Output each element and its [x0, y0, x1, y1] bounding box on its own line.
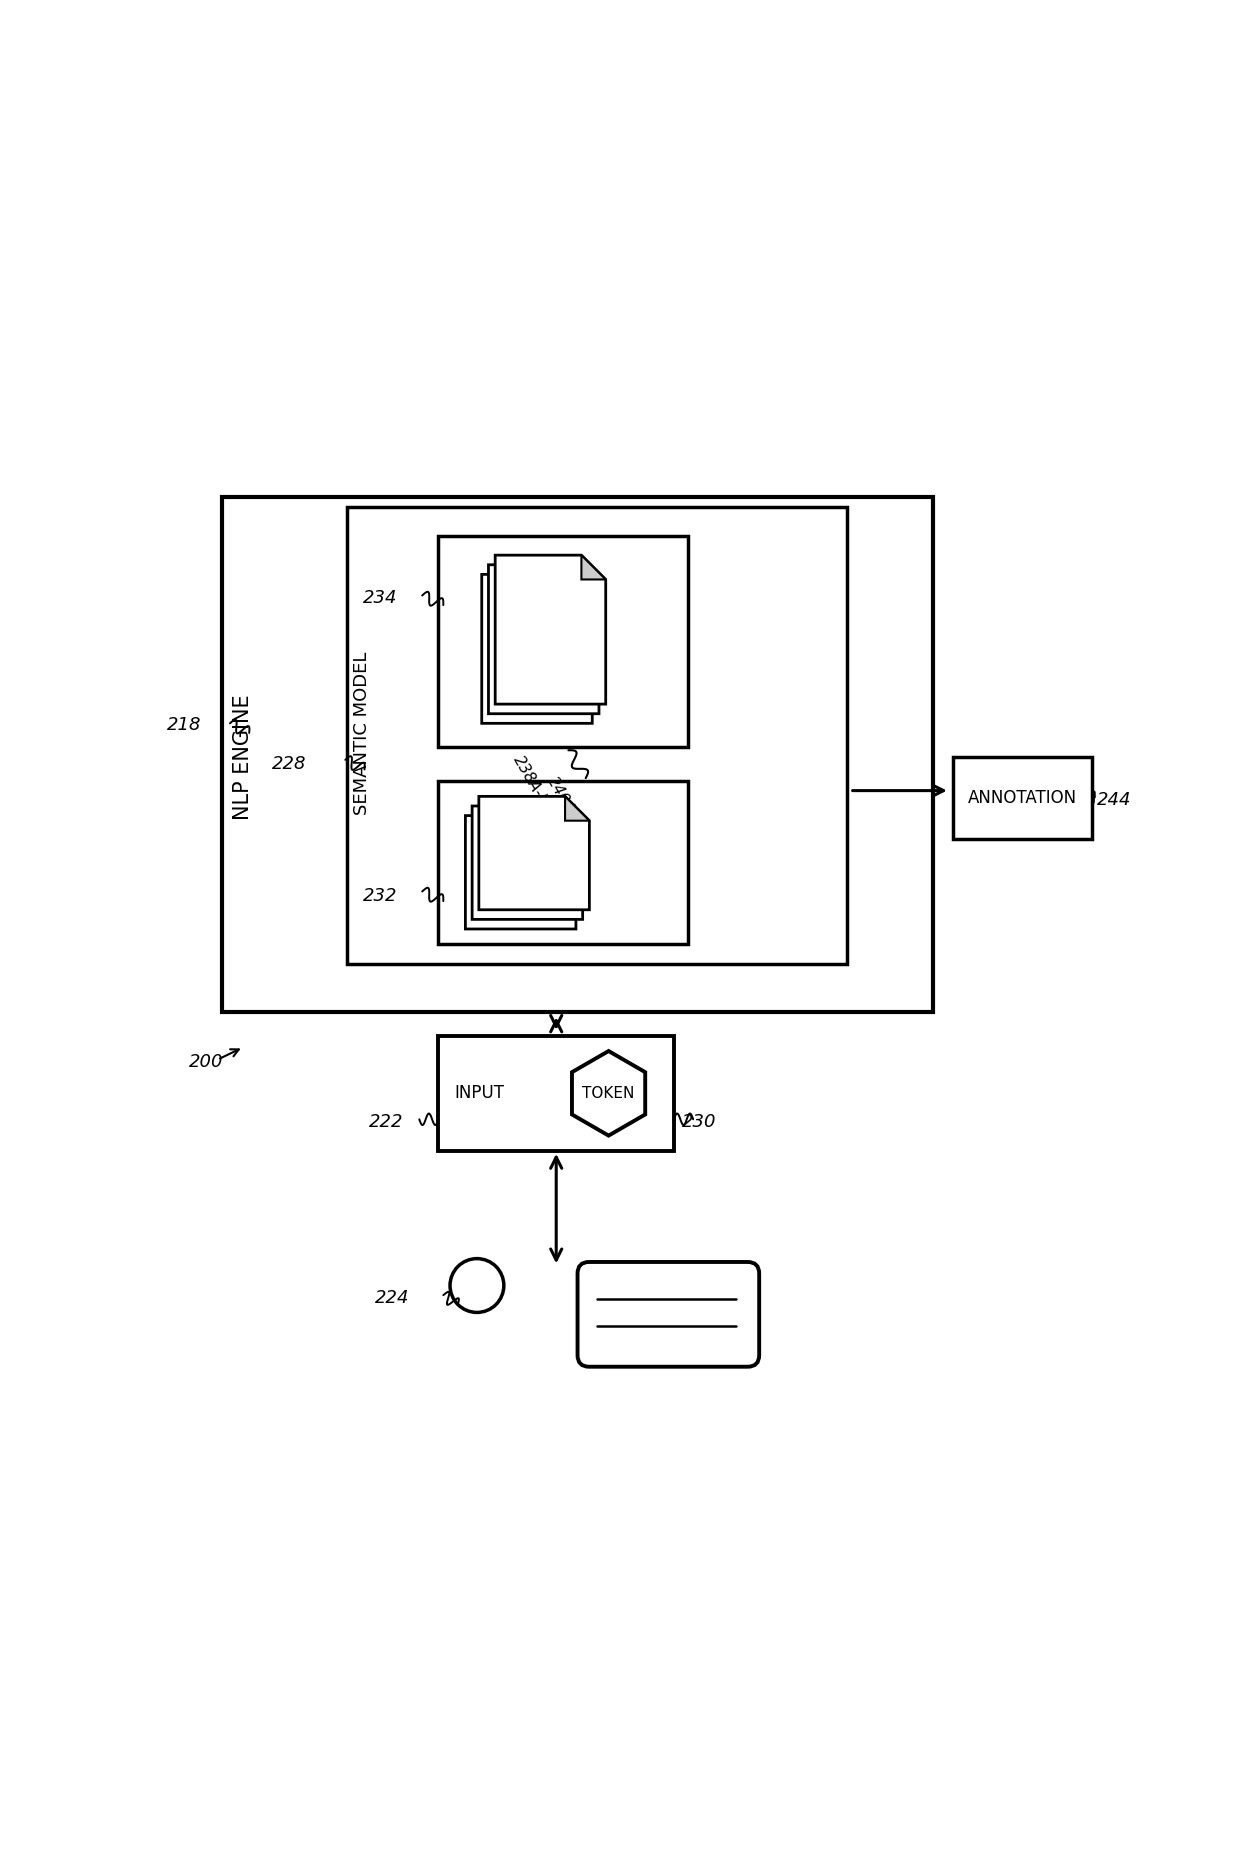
- Polygon shape: [565, 796, 589, 820]
- FancyBboxPatch shape: [578, 1262, 759, 1366]
- Text: 224: 224: [376, 1288, 409, 1307]
- Bar: [439, 1037, 675, 1151]
- Polygon shape: [481, 574, 593, 724]
- Bar: [347, 507, 847, 964]
- Text: 228: 228: [273, 755, 306, 772]
- Polygon shape: [479, 796, 589, 911]
- Text: 232: 232: [362, 887, 397, 905]
- Bar: [439, 781, 688, 944]
- Polygon shape: [472, 805, 583, 920]
- Text: 244: 244: [1096, 790, 1131, 809]
- Bar: [439, 537, 688, 748]
- Polygon shape: [568, 574, 593, 598]
- Polygon shape: [572, 1051, 645, 1137]
- Text: INPUT: INPUT: [455, 1085, 505, 1103]
- Text: ANNOTATION: ANNOTATION: [967, 789, 1076, 807]
- Bar: [222, 498, 934, 1012]
- Polygon shape: [465, 816, 575, 929]
- Bar: [952, 757, 1092, 839]
- Polygon shape: [552, 816, 575, 840]
- Text: 240A-N: 240A-N: [544, 774, 585, 831]
- Polygon shape: [489, 565, 599, 714]
- Polygon shape: [558, 805, 583, 831]
- Text: 218: 218: [166, 716, 201, 735]
- Text: 200: 200: [188, 1053, 223, 1070]
- Polygon shape: [582, 555, 605, 579]
- Polygon shape: [495, 555, 605, 703]
- Text: TOKEN: TOKEN: [583, 1087, 635, 1101]
- Text: 234: 234: [362, 589, 397, 607]
- Text: NLP ENGINE: NLP ENGINE: [233, 694, 253, 820]
- Text: 230: 230: [682, 1112, 717, 1131]
- Polygon shape: [574, 565, 599, 589]
- Text: 222: 222: [368, 1112, 403, 1131]
- Text: 238A-N: 238A-N: [511, 753, 552, 809]
- Text: SEMANTIC MODEL: SEMANTIC MODEL: [352, 652, 371, 814]
